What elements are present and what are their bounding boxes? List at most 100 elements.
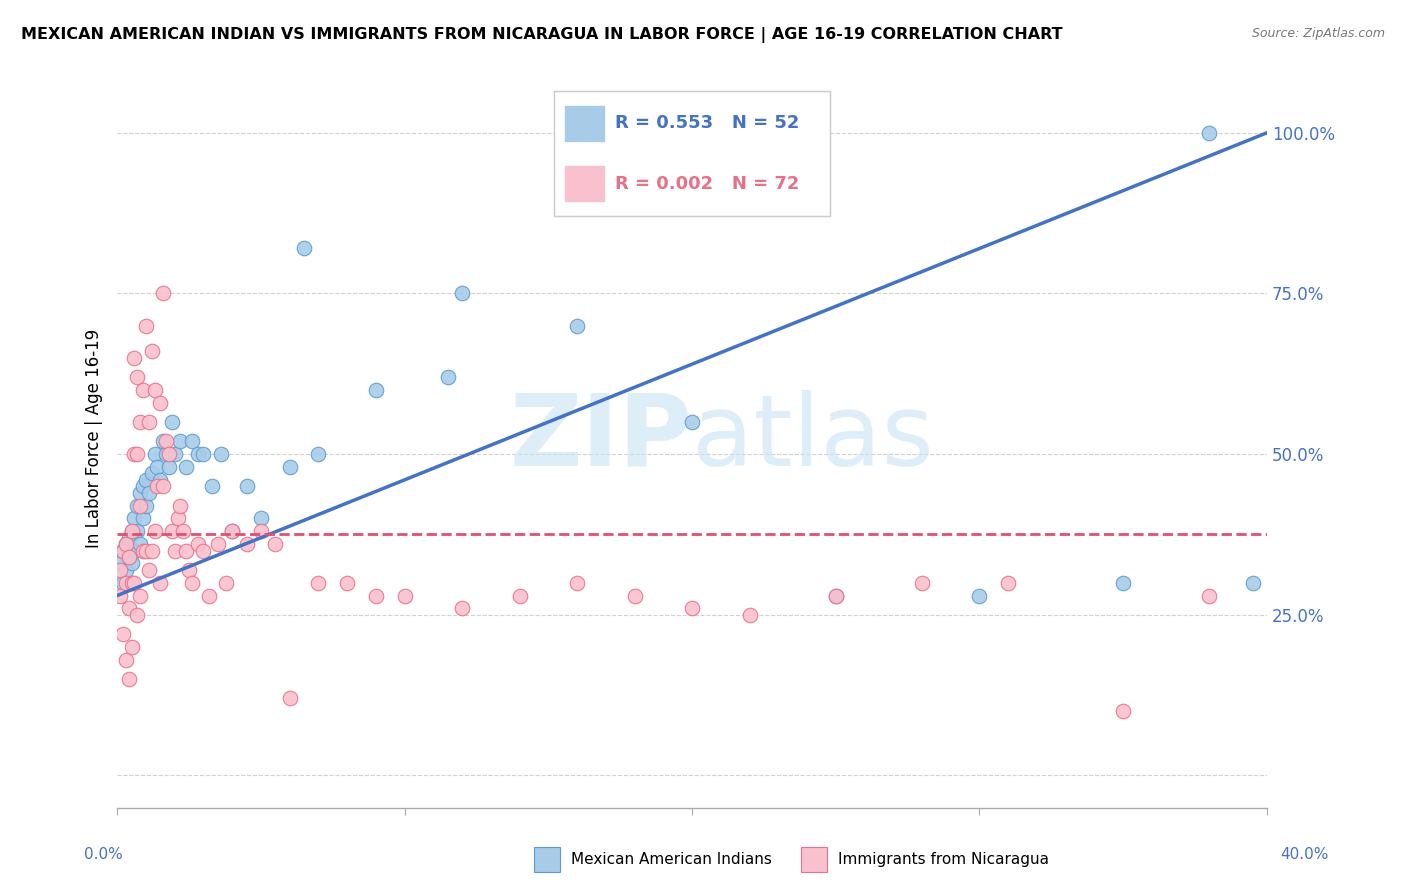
Point xyxy=(451,286,474,301)
Point xyxy=(118,601,141,615)
Point xyxy=(181,575,204,590)
Text: Source: ZipAtlas.com: Source: ZipAtlas.com xyxy=(1251,27,1385,40)
Point xyxy=(141,543,163,558)
Point xyxy=(132,543,155,558)
Point xyxy=(681,601,703,615)
Point xyxy=(138,485,160,500)
Point xyxy=(221,524,243,539)
Point xyxy=(235,537,257,551)
Point xyxy=(160,524,183,539)
Point xyxy=(121,524,143,539)
Point xyxy=(997,575,1019,590)
Point xyxy=(124,447,146,461)
Point xyxy=(129,589,152,603)
Text: Mexican American Indians: Mexican American Indians xyxy=(571,853,772,867)
Point xyxy=(114,563,136,577)
Point xyxy=(143,447,166,461)
Point xyxy=(138,415,160,429)
Point xyxy=(146,479,169,493)
Point xyxy=(135,543,157,558)
Point xyxy=(193,543,215,558)
Point xyxy=(121,557,143,571)
Point xyxy=(124,351,146,365)
Point xyxy=(135,499,157,513)
Point xyxy=(278,460,301,475)
Point xyxy=(169,434,191,449)
Point xyxy=(278,691,301,706)
Point xyxy=(174,460,197,475)
Point xyxy=(124,543,146,558)
Point xyxy=(166,511,188,525)
Point xyxy=(114,653,136,667)
Point xyxy=(157,460,180,475)
Point xyxy=(149,575,172,590)
Point xyxy=(127,499,149,513)
Text: ZIP: ZIP xyxy=(509,390,692,486)
Point xyxy=(177,563,200,577)
Point xyxy=(127,370,149,384)
Text: 0.0%: 0.0% xyxy=(84,847,124,862)
Point xyxy=(143,524,166,539)
Point xyxy=(129,485,152,500)
Point xyxy=(969,589,991,603)
Text: MEXICAN AMERICAN INDIAN VS IMMIGRANTS FROM NICARAGUA IN LABOR FORCE | AGE 16-19 : MEXICAN AMERICAN INDIAN VS IMMIGRANTS FR… xyxy=(21,27,1063,43)
Point xyxy=(565,318,588,333)
Point xyxy=(172,524,194,539)
Point xyxy=(121,640,143,654)
Point xyxy=(193,447,215,461)
Point xyxy=(135,473,157,487)
Point xyxy=(187,537,209,551)
Point xyxy=(155,434,177,449)
Point xyxy=(111,627,134,641)
Point xyxy=(364,383,387,397)
Point xyxy=(141,467,163,481)
Point xyxy=(201,479,224,493)
Point xyxy=(1241,575,1264,590)
Point xyxy=(307,447,329,461)
Point xyxy=(141,344,163,359)
Point xyxy=(681,415,703,429)
Point xyxy=(127,607,149,622)
Text: 40.0%: 40.0% xyxy=(1281,847,1329,862)
Point xyxy=(221,524,243,539)
Point xyxy=(364,589,387,603)
Point xyxy=(152,434,174,449)
Point xyxy=(336,575,359,590)
Point xyxy=(181,434,204,449)
Point xyxy=(111,543,134,558)
Point xyxy=(163,543,186,558)
Point xyxy=(121,524,143,539)
Point xyxy=(135,318,157,333)
Point xyxy=(118,549,141,564)
Point xyxy=(127,447,149,461)
Point xyxy=(155,447,177,461)
Point xyxy=(108,589,131,603)
Point xyxy=(132,511,155,525)
Point xyxy=(129,537,152,551)
Point xyxy=(132,479,155,493)
Point xyxy=(160,415,183,429)
Text: atlas: atlas xyxy=(692,390,934,486)
Point xyxy=(114,575,136,590)
Point xyxy=(1198,126,1220,140)
Point xyxy=(118,672,141,686)
Point xyxy=(149,473,172,487)
Point xyxy=(250,511,273,525)
Point xyxy=(143,383,166,397)
Point xyxy=(127,524,149,539)
Point xyxy=(124,575,146,590)
Point xyxy=(824,589,846,603)
Point xyxy=(1198,589,1220,603)
Point xyxy=(118,549,141,564)
Point xyxy=(138,563,160,577)
Point xyxy=(108,563,131,577)
Point xyxy=(307,575,329,590)
Point xyxy=(124,511,146,525)
Point xyxy=(207,537,229,551)
Point xyxy=(1112,704,1135,718)
Point xyxy=(292,242,315,256)
Point xyxy=(187,447,209,461)
Point xyxy=(114,537,136,551)
Point xyxy=(174,543,197,558)
Point xyxy=(111,575,134,590)
